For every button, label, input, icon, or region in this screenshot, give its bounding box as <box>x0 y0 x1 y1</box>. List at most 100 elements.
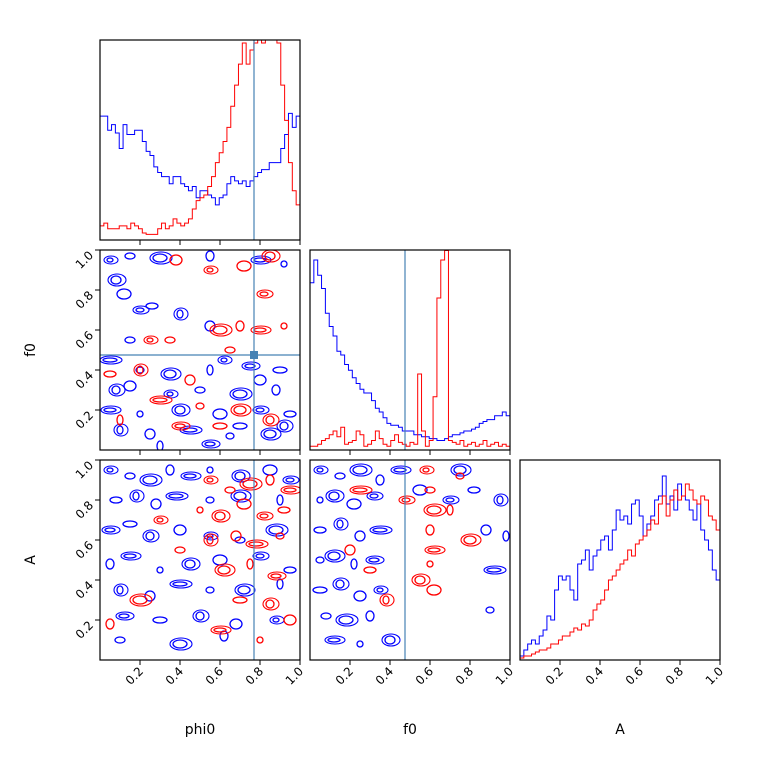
contour-f0_vs_phi0-blue <box>206 364 214 376</box>
contour-A_vs_f0-red <box>426 560 434 568</box>
contour-A_vs_f0-blue-outer <box>390 465 412 475</box>
xtick-label-A: 0.8 <box>663 664 686 687</box>
contour-f0_vs_phi0-blue <box>102 357 118 363</box>
diag-panel-A <box>519 459 721 661</box>
contour-A_vs_f0-blue <box>353 590 367 602</box>
ytick-label-f0: 0.2 <box>73 408 96 431</box>
contour-A_vs_f0-blue <box>480 524 492 536</box>
contour-A_vs_phi0-blue <box>106 467 114 473</box>
contour-A_vs_phi0-blue <box>123 553 137 559</box>
contour-f0_vs_phi0-red <box>253 327 267 333</box>
contour-f0_vs_phi0-blue-outer <box>160 367 182 381</box>
contour-f0_vs_phi0-red-outer <box>230 403 252 417</box>
contour-f0_vs_phi0-blue-outer <box>252 405 270 415</box>
contour-A_vs_phi0-red <box>232 596 248 604</box>
contour-A_vs_f0-red-outer <box>398 495 416 505</box>
contour-A_vs_f0-blue <box>316 496 324 504</box>
contour-f0_vs_phi0-blue <box>156 440 164 450</box>
contour-f0_vs_phi0-blue <box>244 363 256 369</box>
contour-A_vs_phi0-red-outer <box>153 515 169 525</box>
contour-A_vs_f0-blue <box>327 551 341 561</box>
contour-A_vs_phi0-blue <box>205 586 215 594</box>
contour-A_vs_f0-red <box>455 472 465 480</box>
contour-A_vs_phi0-blue <box>122 520 138 528</box>
contour-A_vs_phi0-blue-outer <box>103 465 119 475</box>
xtick-label-A: 0.2 <box>543 664 566 687</box>
hist-A-blue <box>520 475 720 660</box>
contour-f0_vs_phi0-blue <box>123 380 137 392</box>
contour-A_vs_phi0-blue <box>144 590 156 602</box>
hist-f0-red <box>310 250 510 450</box>
xtick-label-A: 0.4 <box>583 664 606 687</box>
contour-f0_vs_phi0-blue <box>232 422 248 430</box>
contour-A_vs_f0-blue-outer <box>366 491 384 501</box>
contour-f0_vs_phi0-red <box>264 251 276 261</box>
panel-A_vs_phi0 <box>99 459 301 661</box>
contour-A_vs_phi0-red-outer <box>214 563 236 577</box>
xtick-label-f0: 1.0 <box>493 664 516 687</box>
contour-A_vs_f0-blue-outer <box>349 463 373 477</box>
contour-A_vs_phi0-red <box>174 546 186 554</box>
contour-A_vs_phi0-blue-outer <box>230 489 252 503</box>
contour-f0_vs_phi0-blue <box>136 410 144 418</box>
contour-f0_vs_phi0-blue <box>205 250 215 262</box>
contour-A_vs_f0-blue <box>336 519 344 529</box>
contour-A_vs_phi0-blue <box>229 618 243 630</box>
contour-f0_vs_phi0-blue-outer <box>217 355 233 365</box>
contour-A_vs_phi0-red <box>283 487 297 493</box>
contour-A_vs_f0-blue <box>453 465 467 475</box>
contour-A_vs_phi0-blue <box>184 559 196 569</box>
contour-f0_vs_phi0-red <box>184 374 196 386</box>
contour-A_vs_phi0-blue-outer <box>101 525 121 535</box>
contour-A_vs_f0-blue <box>375 474 385 486</box>
contour-A_vs_f0-blue <box>376 587 384 593</box>
contour-f0_vs_phi0-blue <box>279 421 289 431</box>
contour-f0_vs_phi0-blue-outer <box>108 383 126 397</box>
contour-f0_vs_phi0-red-outer <box>203 265 219 275</box>
contour-f0_vs_phi0-blue-outer <box>132 305 150 315</box>
contour-A_vs_f0-blue <box>502 530 510 542</box>
contour-A_vs_phi0-blue <box>195 611 205 621</box>
contour-A_vs_phi0-red <box>224 486 236 494</box>
contour-A_vs_f0-red-outer <box>424 545 446 555</box>
xtick-label-phi0: 0.6 <box>203 664 226 687</box>
ytick-label-A: 0.8 <box>73 498 96 521</box>
contour-A_vs_phi0-blue <box>152 616 168 624</box>
contour-A_vs_phi0-blue <box>206 466 214 474</box>
contour-A_vs_f0-blue-outer <box>313 465 329 475</box>
contour-A_vs_phi0-blue-outer <box>181 557 201 571</box>
contour-A_vs_f0-blue <box>485 606 495 614</box>
diag-panel-f0 <box>309 249 511 451</box>
contour-A_vs_phi0-blue <box>114 636 126 644</box>
contour-f0_vs_phi0-red <box>174 423 186 429</box>
contour-A_vs_f0-blue-outer <box>381 633 401 647</box>
xtick-label-f0: 0.8 <box>453 664 476 687</box>
plot-root: 0.2 0.4 0.6 0.8 1.0 0.2 0.4 0.6 0.8 1.0 0.2 0.4 0.6 0… <box>73 39 726 688</box>
contour-A_vs_f0-blue <box>346 498 362 510</box>
contour-A_vs_phi0-blue <box>109 496 123 504</box>
contour-f0_vs_phi0-red <box>169 254 183 266</box>
contour-A_vs_f0-red <box>424 486 436 494</box>
contour-A_vs_f0-blue <box>372 527 388 533</box>
contour-f0_vs_phi0-red-outer <box>261 250 281 263</box>
panel-f0_vs_phi0 <box>99 249 301 451</box>
contour-f0_vs_phi0-red-outer <box>262 413 280 427</box>
contour-A_vs_f0-blue <box>384 635 396 645</box>
contour-A_vs_phi0-blue-outer <box>282 475 300 485</box>
contour-A_vs_f0-blue-outer <box>335 613 359 627</box>
ytick-label-f0: 0.4 <box>73 368 96 391</box>
contour-A_vs_f0-red-outer <box>419 465 435 475</box>
contour-A_vs_f0-blue <box>315 556 325 564</box>
contour-A_vs_f0-red-outer <box>423 503 447 517</box>
contour-A_vs_phi0-blue <box>172 581 188 587</box>
xtick-label-A: 0.6 <box>623 664 646 687</box>
contour-f0_vs_phi0-red-outer <box>171 421 191 431</box>
contour-A_vs_f0-blue <box>467 486 481 494</box>
contour-A_vs_phi0-red <box>246 558 254 570</box>
contour-A_vs_f0-blue <box>320 612 332 620</box>
contour-A_vs_phi0-blue <box>150 498 162 510</box>
contour-A_vs_phi0-red <box>206 535 214 545</box>
contour-f0_vs_phi0-blue <box>232 389 248 399</box>
contour-A_vs_f0-blue-outer <box>325 489 345 503</box>
contour-A_vs_phi0-red <box>270 573 282 579</box>
